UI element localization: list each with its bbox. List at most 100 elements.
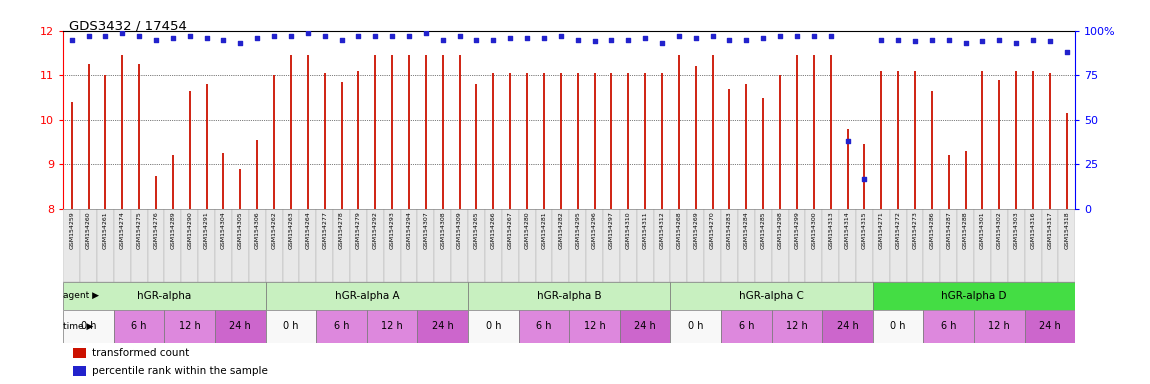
Point xyxy=(906,38,925,45)
Text: hGR-alpha: hGR-alpha xyxy=(137,291,192,301)
Bar xyxy=(400,209,417,281)
Point xyxy=(603,36,621,43)
Bar xyxy=(451,209,468,281)
Text: GSM154279: GSM154279 xyxy=(355,211,361,249)
Bar xyxy=(266,281,468,310)
Point xyxy=(552,33,570,39)
Bar xyxy=(468,209,485,281)
Point xyxy=(113,30,131,36)
Bar xyxy=(637,209,653,281)
Bar xyxy=(721,209,738,281)
Point xyxy=(79,33,98,39)
Bar xyxy=(789,209,805,281)
Bar xyxy=(890,209,906,281)
Bar xyxy=(519,310,569,343)
Point xyxy=(821,33,839,39)
Point xyxy=(704,33,722,39)
Text: GSM154283: GSM154283 xyxy=(727,211,733,249)
Text: GSM154292: GSM154292 xyxy=(373,211,378,249)
Text: GSM154265: GSM154265 xyxy=(474,211,480,249)
Bar xyxy=(536,209,552,281)
Point xyxy=(872,36,890,43)
Point xyxy=(214,36,232,43)
Text: 12 h: 12 h xyxy=(382,321,402,331)
Bar xyxy=(586,209,603,281)
Point xyxy=(451,33,469,39)
Bar xyxy=(131,209,147,281)
Text: 6 h: 6 h xyxy=(131,321,147,331)
Bar xyxy=(974,310,1025,343)
Point xyxy=(518,35,536,41)
Bar xyxy=(738,209,754,281)
Bar xyxy=(215,310,266,343)
Text: GSM154297: GSM154297 xyxy=(608,211,614,249)
Text: GSM154318: GSM154318 xyxy=(1064,211,1070,249)
Point xyxy=(62,36,81,43)
Text: GSM154284: GSM154284 xyxy=(744,211,749,249)
Bar xyxy=(316,310,367,343)
Bar xyxy=(620,209,637,281)
Text: time ▶: time ▶ xyxy=(63,322,94,331)
Text: GSM154276: GSM154276 xyxy=(153,211,159,249)
Bar xyxy=(182,209,198,281)
Point xyxy=(669,33,688,39)
Text: GSM154301: GSM154301 xyxy=(980,211,986,249)
Bar xyxy=(97,209,114,281)
Bar xyxy=(63,310,114,343)
Bar xyxy=(164,310,215,343)
Bar xyxy=(350,209,367,281)
Bar xyxy=(569,310,620,343)
Bar xyxy=(468,310,519,343)
Text: GSM154286: GSM154286 xyxy=(929,211,935,249)
Text: GSM154275: GSM154275 xyxy=(137,211,141,249)
Text: 12 h: 12 h xyxy=(787,321,807,331)
Text: GSM154288: GSM154288 xyxy=(963,211,968,249)
Point xyxy=(299,30,317,36)
Text: 6 h: 6 h xyxy=(536,321,552,331)
Point xyxy=(366,33,384,39)
Bar xyxy=(552,209,569,281)
Text: agent ▶: agent ▶ xyxy=(63,291,99,300)
Text: hGR-alpha C: hGR-alpha C xyxy=(739,291,804,301)
Point xyxy=(737,36,756,43)
Point xyxy=(770,33,789,39)
Bar xyxy=(1025,310,1075,343)
Bar xyxy=(991,209,1007,281)
Bar xyxy=(435,209,451,281)
Text: GSM154264: GSM154264 xyxy=(305,211,310,249)
Point xyxy=(940,36,958,43)
Bar xyxy=(334,209,350,281)
Point xyxy=(788,33,806,39)
Text: GSM154280: GSM154280 xyxy=(524,211,530,249)
Text: GSM154302: GSM154302 xyxy=(997,211,1002,249)
Bar xyxy=(147,209,164,281)
Bar xyxy=(248,209,266,281)
Bar xyxy=(974,209,991,281)
Text: GSM154311: GSM154311 xyxy=(643,211,647,249)
Point xyxy=(990,36,1009,43)
Text: GSM154295: GSM154295 xyxy=(575,211,581,249)
Point xyxy=(619,36,637,43)
Text: 24 h: 24 h xyxy=(837,321,858,331)
Bar xyxy=(670,209,688,281)
Bar xyxy=(873,310,923,343)
Point xyxy=(1041,38,1059,45)
Bar xyxy=(283,209,299,281)
Text: hGR-alpha B: hGR-alpha B xyxy=(537,291,601,301)
Text: GSM154267: GSM154267 xyxy=(507,211,513,249)
Text: GSM154266: GSM154266 xyxy=(491,211,496,249)
Bar xyxy=(906,209,923,281)
Bar xyxy=(114,209,131,281)
Point xyxy=(416,30,435,36)
Point xyxy=(467,36,485,43)
Point xyxy=(282,33,300,39)
Text: 0 h: 0 h xyxy=(283,321,299,331)
Text: GSM154315: GSM154315 xyxy=(861,211,867,249)
Text: GSM154289: GSM154289 xyxy=(170,211,176,249)
Bar xyxy=(501,209,519,281)
Text: 0 h: 0 h xyxy=(81,321,97,331)
Text: 24 h: 24 h xyxy=(635,321,656,331)
Bar xyxy=(721,310,772,343)
Point xyxy=(922,36,941,43)
Bar xyxy=(384,209,400,281)
